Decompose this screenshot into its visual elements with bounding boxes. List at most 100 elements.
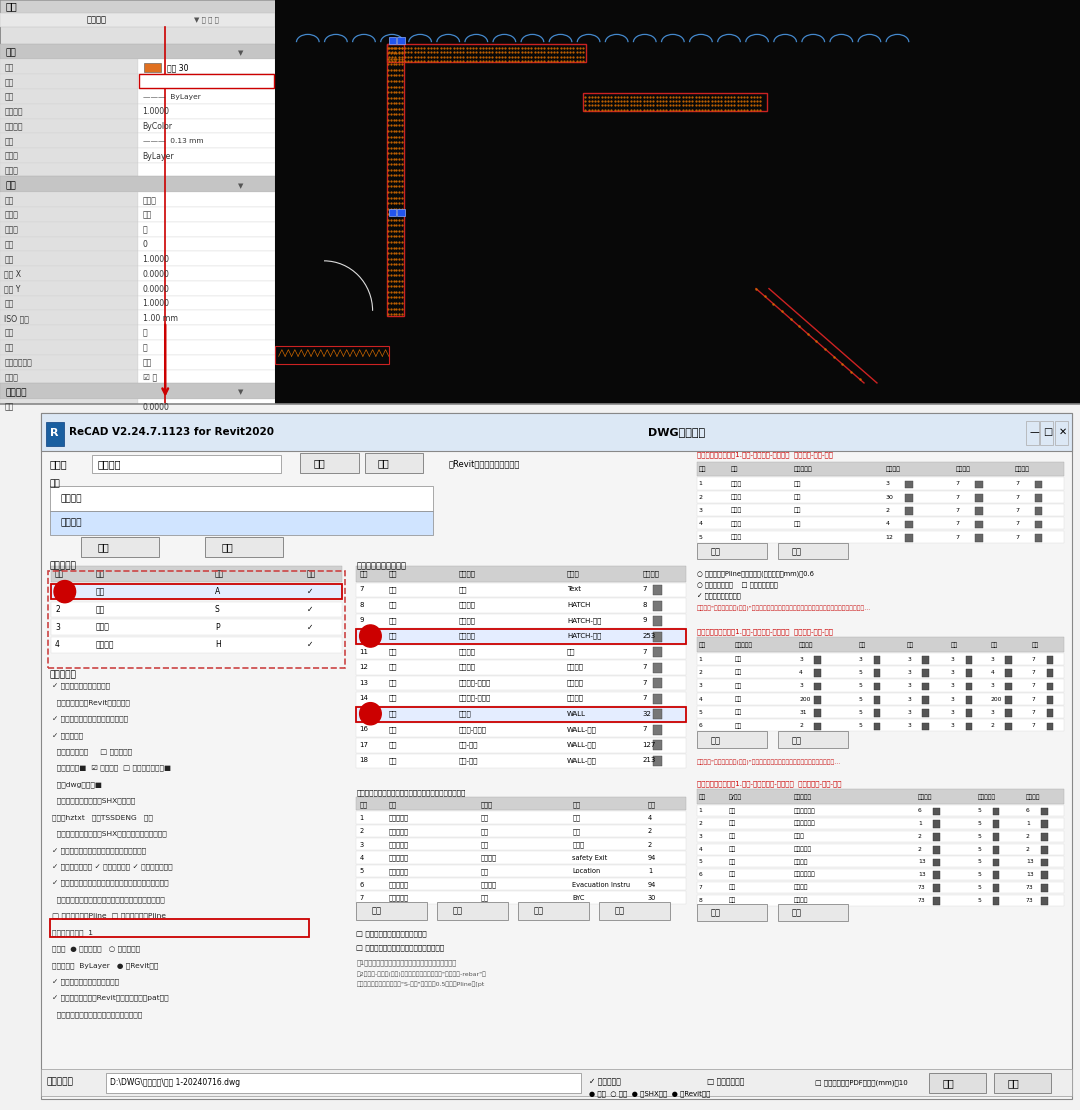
Bar <box>0 383 275 398</box>
Bar <box>0 355 138 370</box>
Bar <box>138 208 275 222</box>
Bar <box>356 891 686 904</box>
Text: 关联字为"风管系统类型(标记)"的关键字、示例：新风、排风、加压、送风、回风...: 关联字为"风管系统类型(标记)"的关键字、示例：新风、排风、加压、送风、回风..… <box>697 759 841 766</box>
Bar <box>365 453 423 473</box>
Bar <box>138 104 275 119</box>
Bar <box>51 637 342 653</box>
Text: 给排水: 给排水 <box>96 623 110 632</box>
Text: 1: 1 <box>360 815 364 821</box>
Text: WALL: WALL <box>567 710 586 717</box>
Text: 1.00 mm: 1.00 mm <box>143 314 177 323</box>
Text: 强电: 强电 <box>729 846 737 852</box>
Bar <box>697 504 1064 516</box>
Text: 新增: 新增 <box>372 907 381 916</box>
Text: 73: 73 <box>918 885 926 890</box>
Text: 5: 5 <box>977 808 982 814</box>
Text: 253: 253 <box>643 633 656 639</box>
Text: 废水: 废水 <box>794 494 801 501</box>
Bar <box>697 653 1064 665</box>
Text: 4: 4 <box>699 522 703 526</box>
Text: 专业: 专业 <box>731 466 739 473</box>
Text: 普通: 普通 <box>143 359 152 367</box>
Text: 强电: 强电 <box>729 834 737 839</box>
Bar <box>138 281 275 295</box>
Bar <box>0 295 138 311</box>
Text: 7: 7 <box>1031 657 1036 662</box>
Text: 常规模型: 常规模型 <box>567 679 584 686</box>
Text: 新增: 新增 <box>711 547 720 556</box>
Text: 1: 1 <box>699 482 703 486</box>
Bar <box>933 897 940 905</box>
Text: 系统关键字: 系统关键字 <box>734 642 753 648</box>
Bar <box>356 865 686 877</box>
Bar <box>356 838 686 850</box>
Bar <box>0 404 1080 1110</box>
Text: 给排水: 给排水 <box>731 534 742 541</box>
Bar <box>697 637 1064 652</box>
Text: 3: 3 <box>950 657 954 662</box>
Bar <box>933 885 940 892</box>
Text: 颜色: 颜色 <box>4 63 14 72</box>
Bar <box>966 683 972 690</box>
Bar <box>0 60 138 74</box>
Text: 5: 5 <box>977 898 982 902</box>
Text: DWG导出设置: DWG导出设置 <box>648 426 705 437</box>
Text: 强/弱电: 强/弱电 <box>729 794 742 800</box>
Bar <box>1005 656 1012 664</box>
Text: ✓ 填充按主体构件类别区分图层: ✓ 填充按主体构件类别区分图层 <box>52 978 119 985</box>
Bar <box>653 756 662 766</box>
Bar <box>0 370 138 384</box>
Bar <box>518 902 589 920</box>
Bar <box>1040 421 1053 445</box>
Text: 2: 2 <box>918 847 922 851</box>
Bar <box>387 44 404 316</box>
Bar <box>933 834 940 841</box>
Bar <box>905 494 913 502</box>
Bar <box>874 656 880 664</box>
Text: 4: 4 <box>799 670 802 675</box>
Text: 删除: 删除 <box>792 736 801 745</box>
Text: 链接dwg灰显：■: 链接dwg灰显：■ <box>52 781 102 788</box>
Bar <box>1005 709 1012 717</box>
Text: 73: 73 <box>1026 885 1034 890</box>
Bar <box>653 740 662 750</box>
Bar <box>0 192 138 208</box>
Text: 高压电缆桥架: 高压电缆桥架 <box>794 820 815 827</box>
Text: —: — <box>1029 426 1039 437</box>
Bar <box>138 295 275 311</box>
Bar <box>653 601 662 610</box>
Text: 3: 3 <box>950 684 954 688</box>
Text: 3: 3 <box>55 623 60 632</box>
Bar <box>138 222 275 236</box>
Text: 系统关键字: 系统关键字 <box>794 466 812 473</box>
Text: 否: 否 <box>143 344 147 353</box>
Bar <box>697 693 1064 705</box>
Bar <box>0 266 138 281</box>
Text: 双向: 双向 <box>4 329 14 337</box>
Bar <box>697 869 1064 880</box>
Text: 1.0000: 1.0000 <box>143 108 170 117</box>
Bar <box>697 679 1064 692</box>
Circle shape <box>360 625 381 647</box>
Text: 保存: 保存 <box>313 457 325 468</box>
Bar <box>874 709 880 717</box>
Bar <box>814 709 821 717</box>
Bar <box>138 163 275 178</box>
Text: 7: 7 <box>643 695 647 702</box>
Text: 母线槽: 母线槽 <box>794 834 805 839</box>
Bar <box>0 74 138 89</box>
Text: 3: 3 <box>907 670 910 675</box>
Text: 7: 7 <box>956 482 960 486</box>
Bar <box>697 543 767 559</box>
Text: 中文：hztxt   西：TSSDENG   默认: 中文：hztxt 西：TSSDENG 默认 <box>52 814 152 820</box>
Text: 建筑-面层: 建筑-面层 <box>459 741 478 748</box>
Bar <box>356 676 686 690</box>
Text: 图案填充: 图案填充 <box>86 16 107 24</box>
Text: Text: Text <box>567 586 581 593</box>
Text: 建筑: 建筑 <box>389 757 397 764</box>
Text: 通用: 通用 <box>389 679 397 686</box>
Text: 否: 否 <box>143 329 147 337</box>
Bar <box>0 176 275 192</box>
Text: ByColor: ByColor <box>143 122 173 131</box>
Text: ✓ 加日期后缀: ✓ 加日期后缀 <box>589 1078 621 1087</box>
